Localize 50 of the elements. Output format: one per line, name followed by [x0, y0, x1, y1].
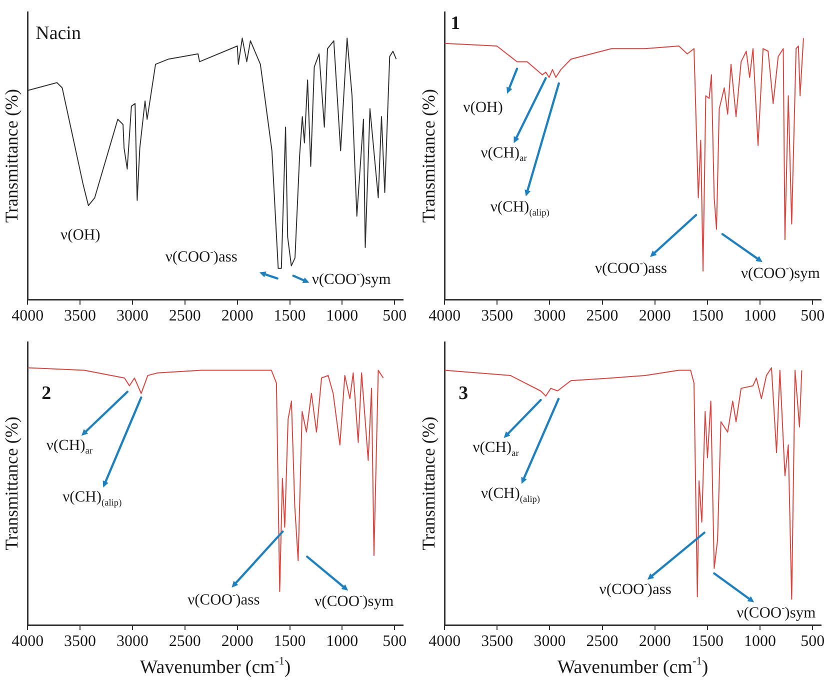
x-tick-label: 500 [382, 308, 407, 325]
x-tick-label: 2000 [221, 308, 254, 325]
x-tick-label: 3000 [534, 308, 566, 325]
x-tick-label: 1500 [274, 308, 306, 325]
x-tick-label: 500 [800, 632, 825, 650]
x-tick-label: 2000 [638, 632, 671, 650]
chart-title: 1 [450, 12, 460, 34]
annotation: ν(OH) [60, 226, 100, 244]
y-axis-title: Transmittance (%) [2, 88, 22, 223]
x-tick-label: 500 [382, 632, 407, 650]
x-tick-label: 4000 [12, 632, 44, 650]
x-tick-label: 1500 [274, 632, 306, 650]
x-tick-label: 3500 [64, 308, 96, 325]
annotation: ν(COO-)sym [314, 592, 394, 610]
x-tick-label: 4000 [428, 308, 461, 325]
annotation: ν(COO-)sym [312, 270, 391, 288]
chart-title: Nacin [36, 22, 82, 44]
x-tick-label: 1000 [744, 308, 776, 325]
annotation: ν(COO-)ass [594, 259, 668, 278]
annotation: ν(OH) [463, 98, 503, 116]
x-tick-label: 2500 [586, 632, 618, 650]
x-tick-label: 500 [800, 308, 825, 325]
y-axis-title: Transmittance (%) [418, 88, 439, 223]
annotation: ν(COO-)sym [740, 264, 820, 282]
x-tick-label: 1000 [744, 632, 776, 650]
annotation: ν(COO-)ass [165, 247, 238, 266]
x-tick-label: 3000 [116, 632, 148, 650]
annotation: ν(COO-)sym [736, 603, 816, 622]
y-axis-title: Transmittance (%) [418, 416, 439, 550]
annotation: ν(COO-)ass [599, 580, 672, 598]
y-axis-title: Transmittance (%) [2, 416, 22, 550]
x-tick-label: 4000 [428, 632, 461, 650]
x-tick-label: 3500 [64, 632, 96, 650]
x-tick-label: 3500 [481, 308, 514, 325]
text: 2 [42, 382, 52, 404]
x-tick-label: 4000 [12, 308, 44, 325]
x-tick-label: 2500 [168, 308, 201, 325]
x-tick-label: 3500 [481, 632, 514, 650]
x-tick-label: 2000 [221, 632, 254, 650]
text: 3 [458, 382, 468, 404]
x-tick-label: 3000 [116, 308, 148, 325]
x-tick-label: 1000 [326, 632, 358, 650]
x-tick-label: 2500 [168, 632, 201, 650]
annotation: ν(COO-)ass [188, 590, 260, 609]
x-tick-label: 3000 [534, 632, 566, 650]
x-tick-label: 1000 [326, 308, 358, 325]
x-tick-label: 1500 [691, 308, 724, 325]
x-tick-label: 1500 [691, 632, 724, 650]
x-tick-label: 2500 [586, 308, 618, 325]
x-tick-label: 2000 [638, 308, 671, 325]
